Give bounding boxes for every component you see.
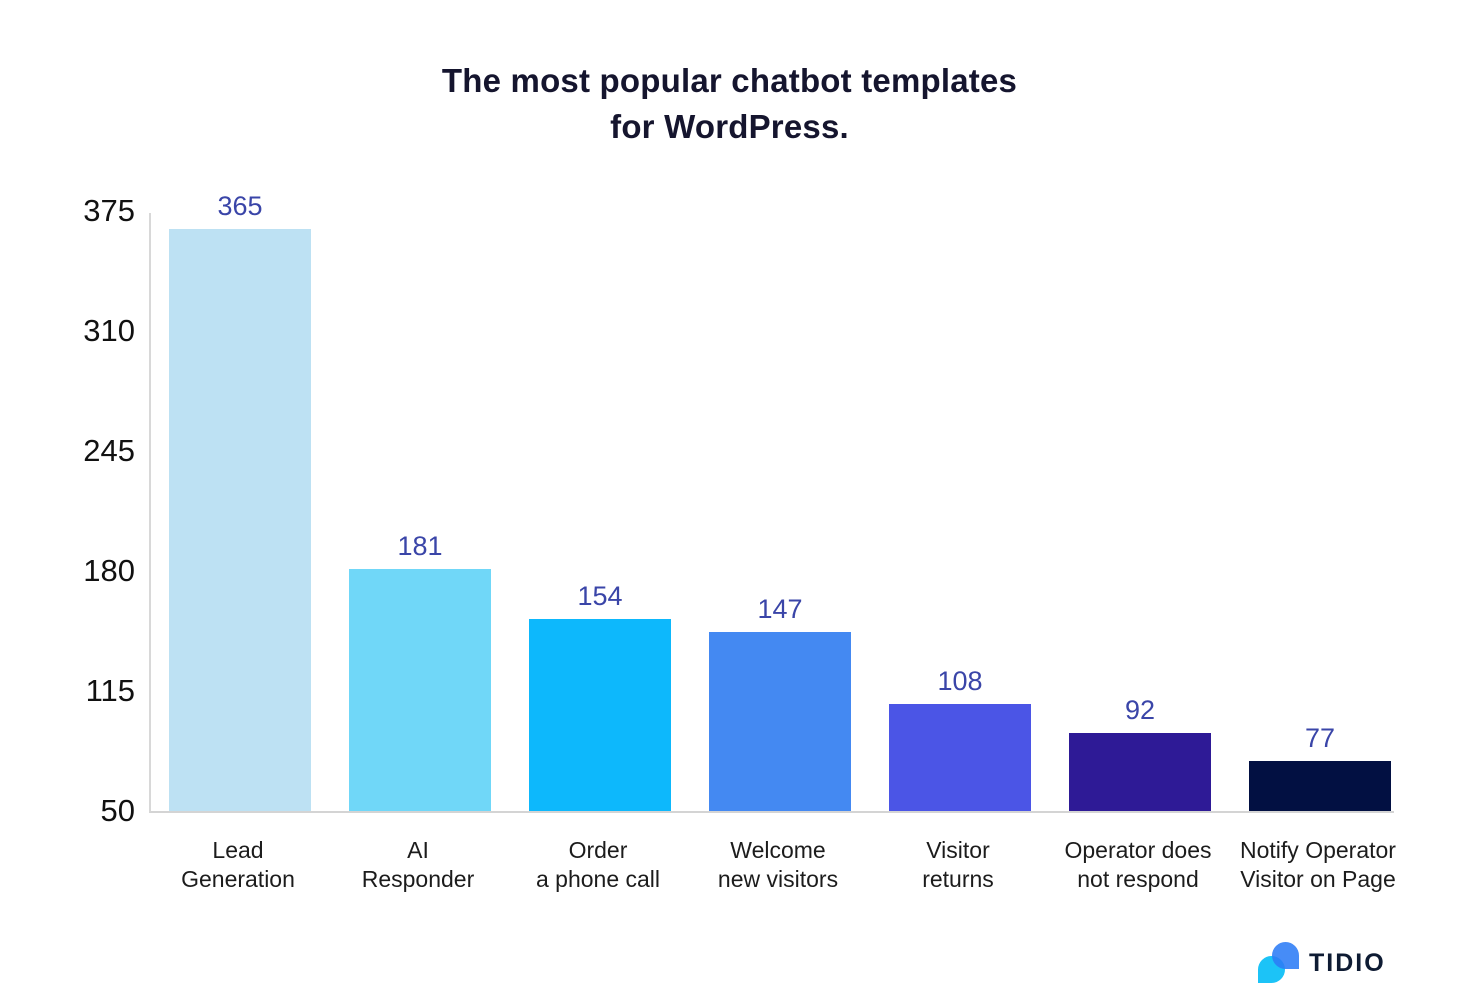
y-axis-labels: 375 310 245 180 115 50 [40,195,135,826]
tidio-logo: TIDIO [1258,942,1386,985]
y-axis-tick-label: 115 [85,673,135,708]
bars-area: 365 181 154 147 108 92 77 [151,193,1394,811]
tidio-logo-text: TIDIO [1309,949,1386,977]
bar-value-label: 365 [217,191,263,222]
x-axis-label-line: a phone call [535,866,661,892]
bar-group-visitor-returns: 108 [889,213,1031,811]
x-axis-label-operator-does-not-respond: Operator does not respond [1028,836,1248,894]
x-axis-label-line: Responder [361,866,475,892]
x-axis-label-line: Order [568,837,628,863]
bar-value-label: 147 [757,593,803,624]
chat-bubble-blue-icon [1272,942,1299,969]
bar-value-label: 77 [1304,723,1336,754]
bar-value-label: 108 [937,665,983,696]
x-axis-labels: Lead Generation AI Responder Order a phone ca… [149,836,1396,916]
bar-group-notify-operator-visitor-on-page: 77 [1249,213,1391,811]
x-axis-label-order-phone-call: Order a phone call [488,836,708,894]
bar-value-label: 181 [397,531,443,562]
x-axis-label-line: Notify Operator [1240,837,1396,863]
chart-title-line-2: for WordPress. [610,108,849,145]
y-axis-tick-label: 180 [83,553,135,588]
chart-title: The most popular chatbot templates for W… [0,58,1459,150]
y-axis-tick-label: 310 [83,313,135,348]
tidio-logo-icon [1258,942,1299,985]
y-axis-tick-label: 245 [83,433,135,468]
x-axis-label-ai-responder: AI Responder [308,836,528,894]
bar-group-operator-does-not-respond: 92 [1069,213,1211,811]
x-axis-label-line: not respond [1077,866,1199,892]
bar-group-lead-generation: 365 [169,193,311,811]
x-axis-label-notify-operator-visitor-on-page: Notify Operator Visitor on Page [1208,836,1428,894]
x-axis-label-line: Visitor [926,837,990,863]
bar-welcome-new-visitors [709,631,851,811]
bar-value-label: 154 [577,581,623,611]
bar-order-phone-call [529,619,671,811]
chart-title-line-1: The most popular chatbot templates [441,62,1018,99]
x-axis-label-line: new visitors [717,866,839,892]
bar-lead-generation [169,229,311,811]
x-axis-label-line: returns [922,866,994,892]
bar-visitor-returns [889,703,1031,811]
bar-group-order-phone-call: 154 [529,213,671,811]
bar-group-welcome-new-visitors: 147 [709,213,851,811]
x-axis-label-line: AI [407,837,429,863]
x-axis-label-line: Visitor on Page [1240,866,1396,892]
bar-notify-operator-visitor-on-page [1249,761,1391,811]
y-axis-tick-label: 50 [100,793,135,828]
bar-operator-does-not-respond [1069,733,1211,811]
x-axis-label-visitor-returns: Visitor returns [848,836,1068,894]
y-axis-tick-label: 375 [83,193,135,228]
x-axis-label-lead-generation: Lead Generation [128,836,348,894]
x-axis-label-line: Lead [212,837,264,863]
x-axis-label-line: Welcome [730,837,826,863]
x-axis-label-line: Operator does [1064,837,1212,863]
x-axis-label-line: Generation [181,866,295,892]
bar-group-ai-responder: 181 [349,213,491,811]
plot-area: 365 181 154 147 108 92 77 [149,193,1394,813]
bar-value-label: 92 [1124,695,1156,726]
x-axis-label-welcome-new-visitors: Welcome new visitors [668,836,888,894]
bar-ai-responder [349,569,491,811]
